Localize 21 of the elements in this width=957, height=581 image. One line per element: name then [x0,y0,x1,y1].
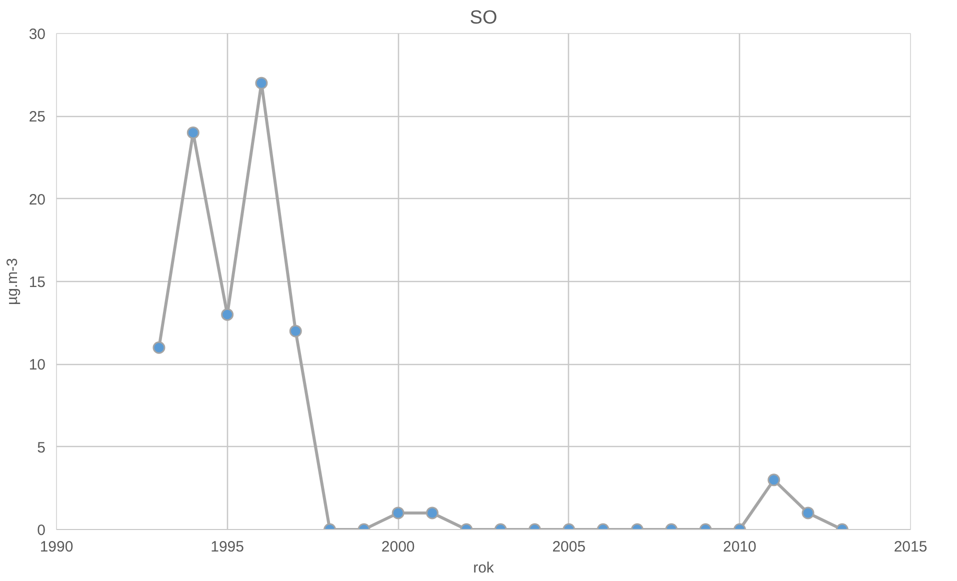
y-tick-label: 15 [28,274,46,291]
y-tick-label: 0 [37,522,46,539]
chart-title: SO [470,8,498,28]
y-tick-label: 20 [28,191,46,208]
point [152,341,166,354]
x-tick-label: 2000 [381,538,415,556]
x-tick-label: 1990 [40,538,74,556]
x-tick-label: 1995 [210,538,244,556]
y-axis-title: µg.m-3 [4,258,21,305]
x-tick-label: 2005 [552,538,586,556]
x-axis-title: rok [473,560,494,576]
x-tick-label: 2015 [894,538,928,556]
point [186,126,200,139]
point [289,324,302,338]
y-tick-label: 10 [28,356,46,374]
point [255,76,268,90]
y-tick-label: 30 [28,26,46,43]
x-tick-label: 2010 [723,538,756,556]
y-tick-label: 5 [37,439,46,456]
point [221,308,234,321]
y-tick-label: 25 [28,108,46,126]
